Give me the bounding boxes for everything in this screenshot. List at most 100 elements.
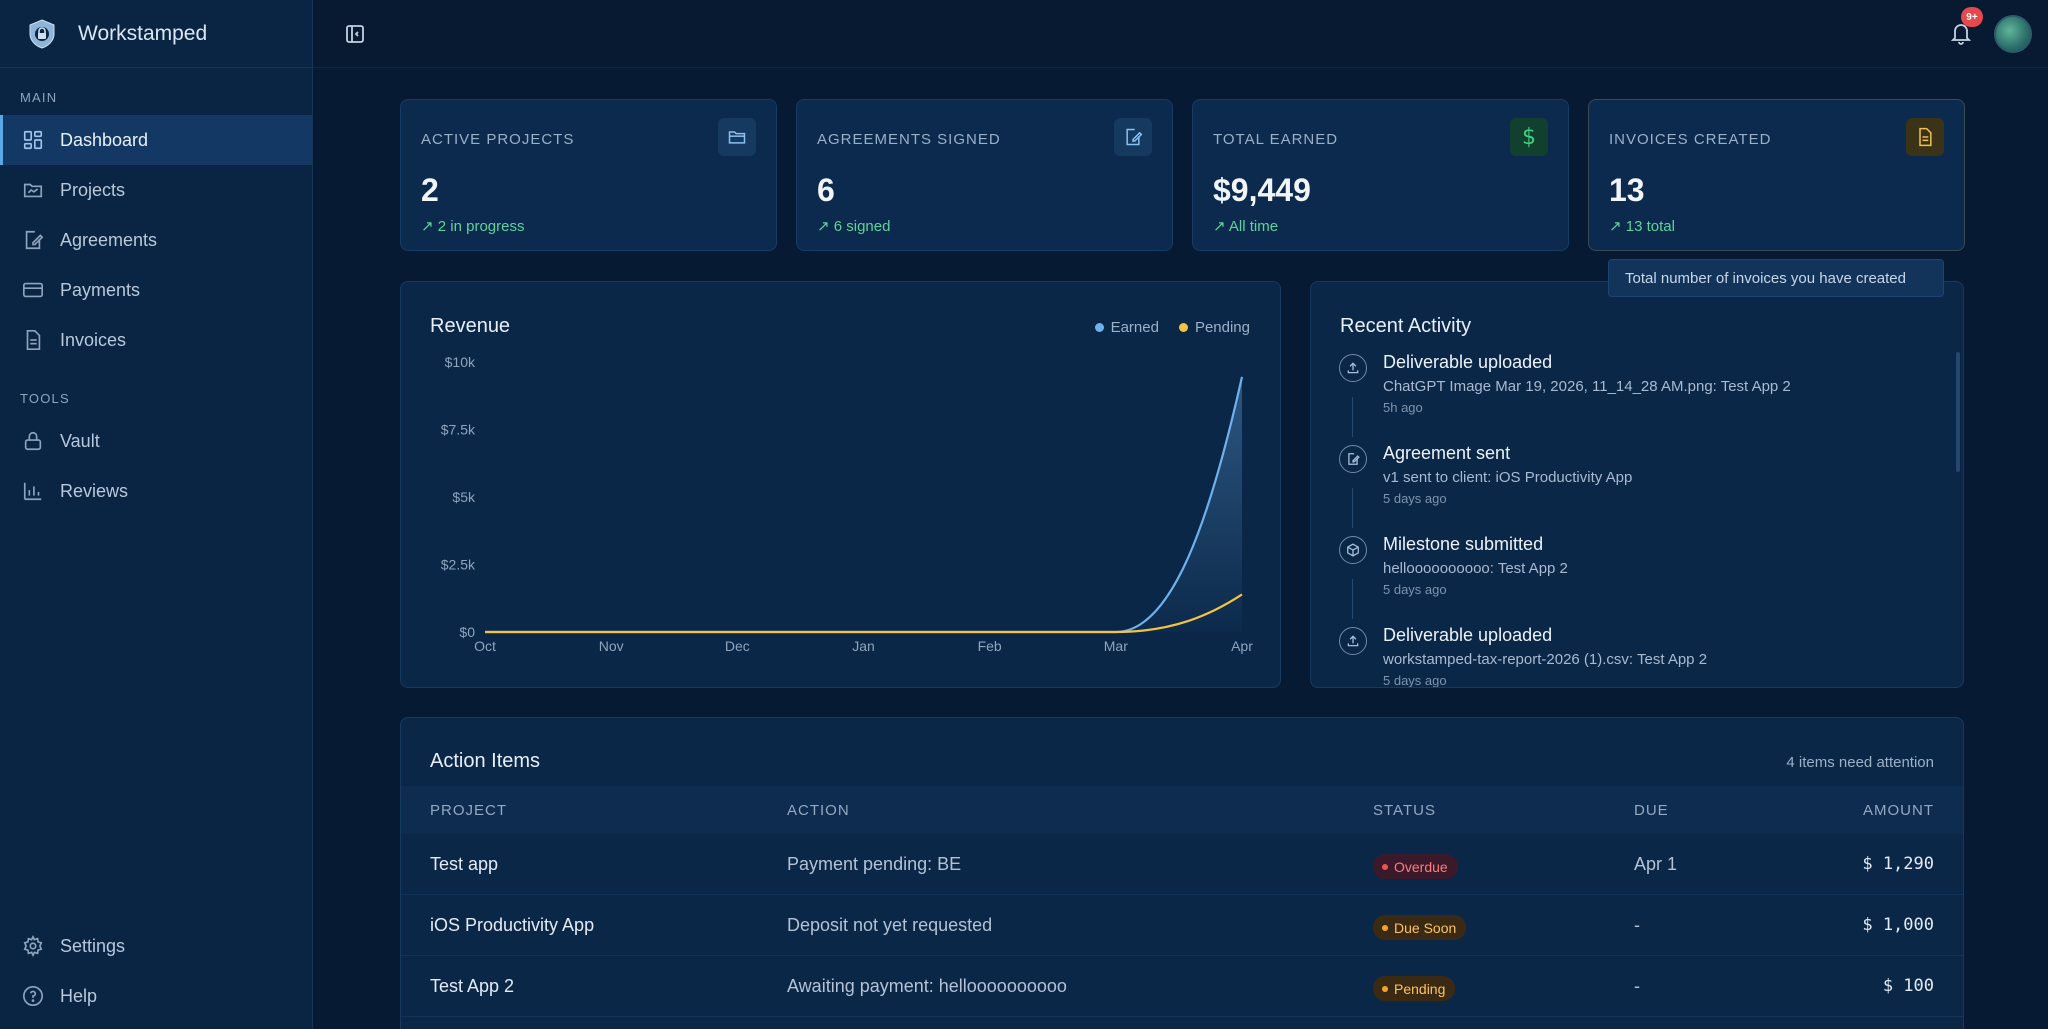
legend-label-pending: Pending [1194,319,1250,336]
x-tick-label: Mar [1104,638,1128,654]
sidebar-toggle-icon[interactable] [343,22,367,46]
status-badge: Pending [1373,976,1456,1001]
sidebar-item-projects[interactable]: Projects [0,165,312,215]
cell-due: Apr 1 [1634,854,1678,874]
invoices-tooltip: Total number of invoices you have create… [1608,259,1944,297]
topbar: 9+ [313,0,2048,68]
sidebar-item-payments[interactable]: Payments [0,265,312,315]
sidebar-item-help[interactable]: Help [0,971,312,1021]
column-header-status[interactable]: STATUS [1373,802,1436,819]
y-tick-label: $2.5k [441,557,476,573]
bell-icon[interactable] [1949,20,1973,46]
activity-time: 5 days ago [1383,491,1447,506]
y-tick-label: $10k [445,354,476,370]
sidebar-item-reviews[interactable]: Reviews [0,466,312,516]
x-tick-label: Dec [725,638,750,654]
activity-scrollbar[interactable] [1956,352,1960,472]
legend-item-earned: Earned [1094,319,1159,336]
avatar[interactable] [1994,15,2032,53]
cell-action: Deposit not yet requested [787,915,993,935]
sidebar-item-label: Payments [60,279,141,300]
bar-chart-icon [22,480,44,502]
activity-title-text: Deliverable uploaded [1383,625,1553,645]
sidebar-item-agreements[interactable]: Agreements [0,215,312,265]
stat-sub-text: 13 total [1625,218,1675,235]
timeline-connector [1352,488,1353,528]
section-label-tools: TOOLS [20,391,70,406]
activity-desc: v1 sent to client: iOS Productivity App [1383,469,1633,486]
upload-icon [1339,627,1367,655]
action-items-panel: Action Items 4 items need attention PROJ… [400,717,1964,1029]
stat-sub: ↗ 6 signed [817,218,891,235]
revenue-title: Revenue [430,315,511,337]
stat-value: 13 [1609,172,1645,208]
revenue-chart: $0 $2.5k $5k $7.5k $10k Oct Nov Dec Jan Feb Mar Apr [441,354,1253,654]
y-tick-label: $0 [459,624,475,640]
series-line-pending [485,593,1243,634]
activity-title-text: Deliverable uploaded [1383,352,1553,372]
shield-logo-icon [29,18,55,49]
activity-desc: helloooooooooo: Test App 2 [1383,560,1568,577]
column-header-action[interactable]: ACTION [787,802,850,819]
cell-due: - [1634,976,1640,996]
column-header-amount[interactable]: AMOUNT [1863,802,1934,819]
cell-action: Payment pending: BE [787,854,962,874]
stat-sub-text: 2 in progress [437,218,525,235]
section-label-main: MAIN [20,90,58,105]
timeline-connector [1352,579,1353,619]
agreement-icon [1339,445,1367,473]
signed-doc-icon [1114,118,1152,156]
column-header-due[interactable]: DUE [1634,802,1669,819]
cell-action: Awaiting payment: helloooooooooo [787,976,1067,996]
x-tick-label: Feb [978,638,1002,654]
stat-card-invoices-created[interactable]: INVOICES CREATED 13 ↗ 13 total [1588,99,1965,251]
status-dot [1382,985,1388,992]
action-items-summary: 4 items need attention [1786,754,1934,771]
activity-title-text: Milestone submitted [1383,534,1544,554]
column-header-project[interactable]: PROJECT [430,802,508,819]
cell-project: Test app [430,854,499,874]
table-row[interactable]: iOS Productivity App Deposit not yet req… [401,895,1963,956]
stat-card-active-projects: ACTIVE PROJECTS 2 ↗ 2 in progress [400,99,777,251]
activity-title-text: Agreement sent [1383,443,1511,463]
cell-due: - [1634,915,1640,935]
sidebar-item-label: Help [60,985,98,1006]
stat-sub: ↗ All time [1213,218,1279,235]
stat-sub: ↗ 2 in progress [421,218,525,235]
cell-amount: $ 1,000 [1862,915,1934,935]
cell-amount: $ 100 [1882,976,1934,996]
status-badge: Overdue [1373,854,1458,879]
sidebar-item-label: Vault [60,430,100,451]
stat-label: TOTAL EARNED [1213,131,1339,148]
series-line-earned [485,376,1244,634]
recent-activity-panel: Recent Activity Deliverable uploaded Cha… [1310,281,1964,688]
sidebar: Workstamped MAIN Dashboard Projects Agre… [0,0,313,1029]
sidebar-item-label: Dashboard [60,129,149,150]
y-tick-label: $7.5k [441,422,476,438]
table-row[interactable]: Test app Payment pending: BE Overdue Apr… [401,834,1963,895]
status-text: Overdue [1394,858,1448,875]
legend-label-earned: Earned [1110,319,1159,336]
sidebar-item-invoices[interactable]: Invoices [0,315,312,365]
activity-time: 5h ago [1383,400,1423,415]
stat-card-agreements-signed: AGREEMENTS SIGNED 6 ↗ 6 signed [796,99,1173,251]
table-row[interactable]: Test App 2 Awaiting payment: hellooooooo… [401,956,1963,1017]
legend-dot-pending [1178,323,1188,332]
status-dot [1382,863,1388,870]
legend-item-pending: Pending [1178,319,1250,336]
brand[interactable]: Workstamped [0,0,312,68]
sidebar-item-label: Reviews [60,480,129,501]
sidebar-item-dashboard[interactable]: Dashboard [0,115,312,165]
stat-sub-text: All time [1228,218,1279,235]
status-dot [1382,924,1388,931]
sidebar-item-label: Settings [60,935,126,956]
cell-project: iOS Productivity App [430,915,595,935]
activity-desc: ChatGPT Image Mar 19, 2026, 11_14_28 AM.… [1383,378,1791,395]
revenue-panel: Revenue Earned Pending $0 $2.5k $5k $7.5k $1… [400,281,1281,688]
status-badge: Due Soon [1373,915,1467,940]
sidebar-item-settings[interactable]: Settings [0,921,312,971]
notification-badge: 9+ [1961,7,1983,27]
status-text: Pending [1394,980,1446,997]
activity-time: 5 days ago [1383,582,1447,597]
sidebar-item-vault[interactable]: Vault [0,416,312,466]
